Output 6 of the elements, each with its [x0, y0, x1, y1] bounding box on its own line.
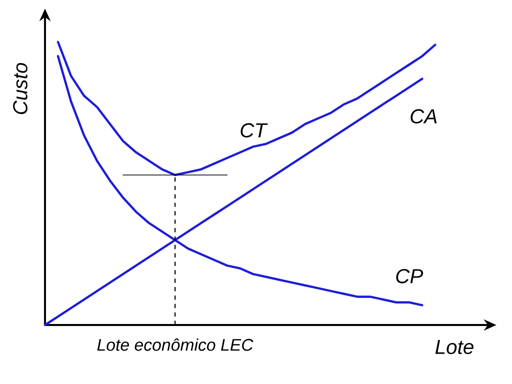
x-axis-title: Lote	[435, 340, 474, 354]
series-label: CP	[396, 269, 424, 284]
y-axis-title: Custo	[13, 62, 28, 114]
text: Lote econômico LEC	[97, 338, 254, 351]
series-label: CA	[410, 109, 437, 124]
series-label: CT	[240, 123, 268, 138]
